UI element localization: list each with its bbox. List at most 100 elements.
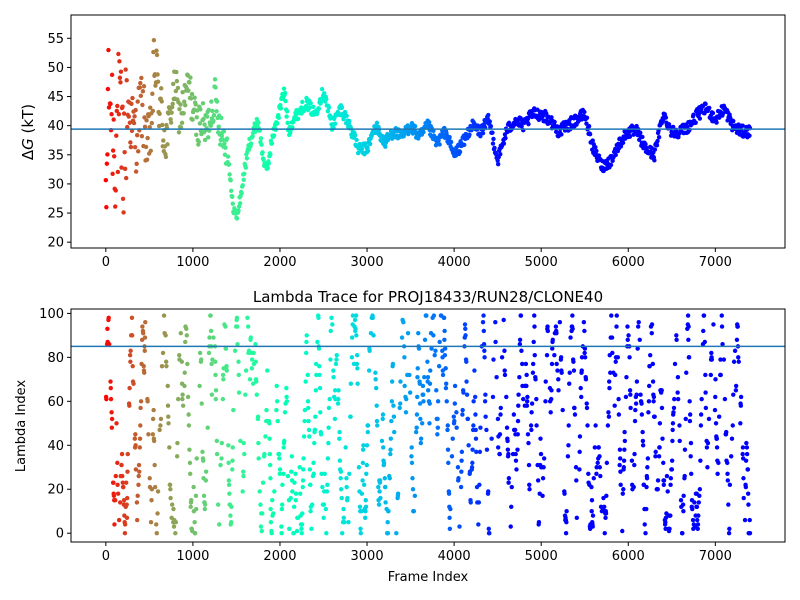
bottom-scatter-point bbox=[672, 361, 678, 367]
bottom-scatter-point bbox=[385, 520, 390, 525]
bottom-scatter-point bbox=[525, 432, 531, 437]
bottom-scatter-point bbox=[744, 451, 750, 457]
bottom-scatter-point bbox=[686, 324, 691, 329]
bottom-scatter-point bbox=[197, 350, 203, 356]
bottom-scatter-point bbox=[274, 383, 279, 389]
bottom-scatter-point bbox=[677, 423, 682, 428]
top-y-axis-label-rest: (kT) bbox=[19, 104, 37, 138]
bottom-scatter-point bbox=[725, 471, 730, 477]
bottom-scatter-point bbox=[171, 506, 176, 512]
y-tick-label: 45 bbox=[47, 90, 64, 105]
bottom-scatter-point bbox=[354, 352, 360, 358]
bottom-scatter-point bbox=[450, 436, 455, 441]
bottom-scatter-point bbox=[271, 511, 276, 516]
bottom-scatter-point bbox=[731, 359, 737, 364]
bottom-scatter-point bbox=[360, 460, 366, 466]
bottom-scatter-point bbox=[518, 313, 524, 318]
top-scatter-point bbox=[109, 112, 114, 117]
top-scatter-point bbox=[229, 188, 234, 194]
bottom-scatter-point bbox=[328, 328, 333, 334]
bottom-scatter-point bbox=[109, 410, 114, 415]
bottom-scatter-point bbox=[744, 445, 750, 450]
top-scatter-point bbox=[143, 144, 149, 150]
y-tick-label: 50 bbox=[47, 61, 64, 76]
bottom-scatter-point bbox=[415, 374, 420, 380]
bottom-scatter-point bbox=[113, 473, 118, 479]
top-scatter-point bbox=[339, 105, 345, 110]
bottom-scatter-point bbox=[687, 418, 693, 424]
bottom-scatter-point bbox=[321, 515, 326, 521]
top-scatter-point bbox=[138, 93, 144, 99]
bottom-scatter-point bbox=[387, 476, 392, 481]
bottom-scatter-point bbox=[434, 388, 439, 393]
top-scatter-point bbox=[118, 69, 124, 74]
top-scatter-point bbox=[266, 161, 272, 166]
bottom-scatter-point bbox=[226, 443, 231, 448]
bottom-scatter-point bbox=[163, 333, 168, 338]
bottom-scatter-point bbox=[622, 447, 627, 452]
top-scatter-point bbox=[135, 99, 140, 104]
bottom-scatter-point bbox=[363, 504, 369, 510]
top-scatter-point bbox=[241, 177, 246, 182]
x-tick-label: 0 bbox=[102, 549, 110, 564]
bottom-scatter-point bbox=[720, 341, 725, 347]
top-scatter-point bbox=[225, 154, 231, 159]
bottom-scatter-point bbox=[719, 324, 725, 329]
bottom-scatter-point bbox=[586, 471, 591, 477]
bottom-scatter-point bbox=[582, 328, 587, 334]
top-scatter-point bbox=[103, 177, 109, 183]
bottom-scatter-point bbox=[695, 522, 701, 527]
bottom-scatter-point bbox=[486, 526, 491, 532]
top-scatter-point bbox=[467, 132, 472, 137]
bottom-scatter-point bbox=[590, 513, 596, 518]
bottom-scatter-point bbox=[111, 493, 117, 499]
bottom-scatter-point bbox=[317, 385, 323, 391]
bottom-scatter-point bbox=[515, 432, 520, 437]
bottom-scatter-point bbox=[418, 436, 424, 441]
top-scatter-point bbox=[269, 141, 275, 146]
bottom-scatter-point bbox=[168, 495, 173, 501]
bottom-scatter-point bbox=[134, 500, 140, 505]
bottom-scatter-point bbox=[247, 377, 253, 382]
bottom-scatter-point bbox=[549, 388, 554, 393]
bottom-scatter-point bbox=[606, 410, 611, 415]
bottom-scatter-point bbox=[583, 377, 589, 382]
bottom-scatter-point bbox=[682, 473, 687, 479]
bottom-scatter-point bbox=[418, 416, 423, 422]
bottom-scatter-point bbox=[459, 458, 464, 463]
bottom-scatter-point bbox=[733, 388, 739, 393]
top-scatter-point bbox=[150, 108, 156, 114]
bottom-scatter-point bbox=[727, 526, 732, 532]
bottom-scatter-point bbox=[326, 440, 331, 446]
bottom-scatter-point bbox=[491, 357, 496, 362]
top-scatter-point bbox=[105, 152, 110, 157]
y-tick-label: 40 bbox=[47, 439, 64, 454]
bottom-scatter-point bbox=[279, 502, 285, 507]
bottom-scatter-point bbox=[617, 447, 623, 452]
bottom-scatter-point bbox=[447, 515, 452, 521]
bottom-scatter-point bbox=[336, 388, 341, 393]
top-scatter-point bbox=[232, 206, 237, 211]
bottom-scatter-point bbox=[165, 383, 170, 389]
bottom-scatter-point bbox=[543, 379, 548, 384]
bottom-scatter-point bbox=[452, 401, 458, 406]
top-scatter-point bbox=[200, 101, 206, 106]
bottom-scatter-point bbox=[663, 520, 668, 525]
top-scatter-point bbox=[144, 157, 150, 162]
bottom-scatter-point bbox=[129, 315, 135, 320]
bottom-scatter-point bbox=[431, 313, 437, 318]
bottom-scatter-point bbox=[605, 423, 611, 428]
bottom-scatter-point bbox=[403, 410, 409, 415]
bottom-scatter-point bbox=[712, 407, 718, 413]
bottom-scatter-point bbox=[554, 361, 559, 367]
top-scatter-point bbox=[163, 154, 169, 160]
bottom-scatter-point bbox=[604, 493, 609, 499]
bottom-scatter-point bbox=[533, 377, 538, 382]
top-scatter-point bbox=[240, 183, 245, 188]
bottom-scatter-point bbox=[466, 443, 471, 448]
top-scatter-point bbox=[526, 121, 531, 127]
bottom-scatter-point bbox=[287, 526, 292, 532]
bottom-scatter-point bbox=[670, 438, 675, 444]
x-tick-label: 5000 bbox=[525, 549, 558, 564]
bottom-scatter-point bbox=[277, 467, 283, 472]
